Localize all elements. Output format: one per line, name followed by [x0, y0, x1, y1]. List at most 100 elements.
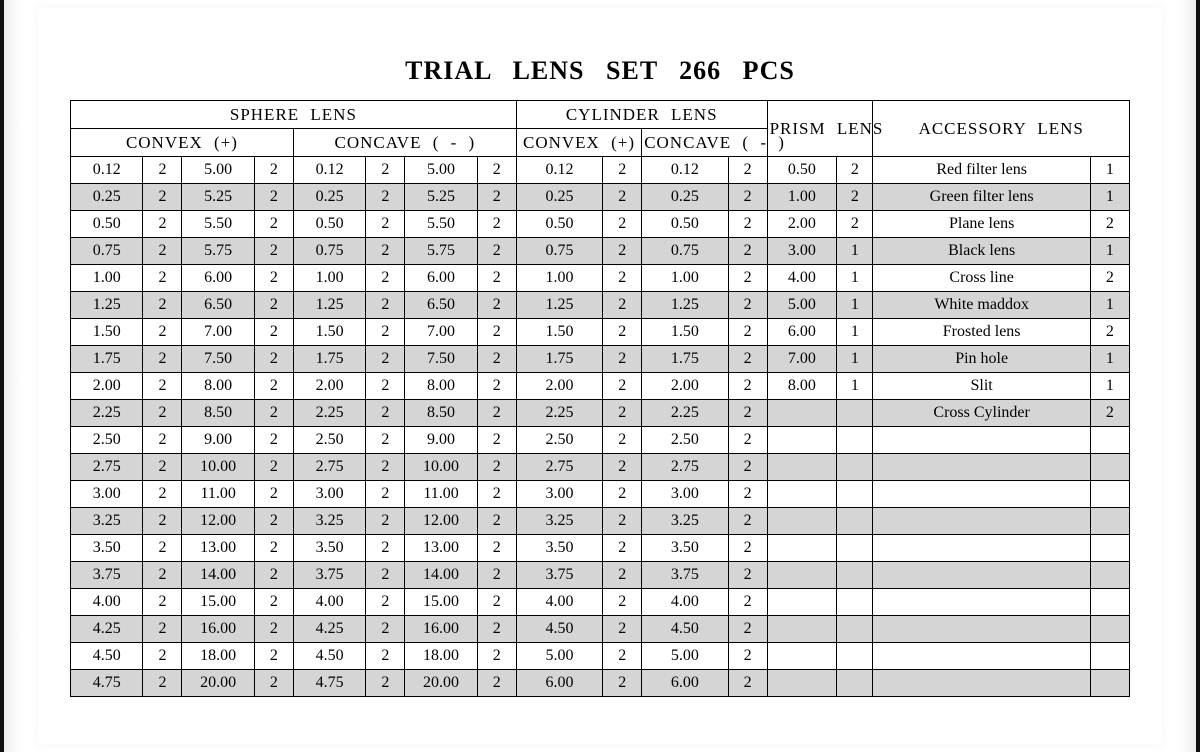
cell-ccvq: 2: [728, 643, 767, 670]
cell-sn1: 0.50: [293, 211, 365, 238]
cell-sn2: 13.00: [405, 535, 477, 562]
cell-prq: [837, 427, 873, 454]
cell-pr: [767, 454, 837, 481]
cell-prq: [837, 481, 873, 508]
cell-ccxq: 2: [603, 562, 642, 589]
cell-ccx: 1.75: [516, 346, 602, 373]
cell-pr: [767, 670, 837, 697]
cell-ccx: 3.50: [516, 535, 602, 562]
cell-ccvq: 2: [728, 454, 767, 481]
cell-ccx: 1.00: [516, 265, 602, 292]
cell-ac: Cross Cylinder: [873, 400, 1090, 427]
cell-ccv: 3.75: [642, 562, 728, 589]
cell-sn2q: 2: [477, 238, 516, 265]
cell-prq: [837, 562, 873, 589]
cell-sc1: 2.50: [71, 427, 143, 454]
cell-ac: [873, 670, 1090, 697]
cell-sc2: 5.75: [182, 238, 254, 265]
cell-acq: 1: [1090, 157, 1129, 184]
cell-sc1: 2.25: [71, 400, 143, 427]
cell-acq: [1090, 454, 1129, 481]
cell-sc2q: 2: [254, 184, 293, 211]
cell-ccxq: 2: [603, 670, 642, 697]
cell-ccx: 3.75: [516, 562, 602, 589]
cell-sn1: 2.25: [293, 400, 365, 427]
cell-ac: Cross line: [873, 265, 1090, 292]
cell-sn2q: 2: [477, 184, 516, 211]
cell-sn2q: 2: [477, 562, 516, 589]
cell-prq: 1: [837, 265, 873, 292]
cell-ccx: 2.00: [516, 373, 602, 400]
cell-ccxq: 2: [603, 211, 642, 238]
cell-sc2: 9.00: [182, 427, 254, 454]
cell-sn2: 20.00: [405, 670, 477, 697]
cell-sc1q: 2: [143, 562, 182, 589]
table-body: 0.1225.0020.1225.0020.1220.1220.502Red f…: [71, 157, 1130, 697]
cell-pr: 6.00: [767, 319, 837, 346]
cell-ccvq: 2: [728, 184, 767, 211]
cell-sc2: 5.00: [182, 157, 254, 184]
cell-pr: 8.00: [767, 373, 837, 400]
cell-ccvq: 2: [728, 400, 767, 427]
cell-ccxq: 2: [603, 454, 642, 481]
cell-ac: Slit: [873, 373, 1090, 400]
cell-sn1: 3.50: [293, 535, 365, 562]
hdr-sphere: SPHERE LENS: [71, 101, 517, 129]
cell-ccv: 1.00: [642, 265, 728, 292]
cell-sc1q: 2: [143, 238, 182, 265]
cell-prq: 2: [837, 184, 873, 211]
cell-sn2: 12.00: [405, 508, 477, 535]
cell-ccvq: 2: [728, 427, 767, 454]
cell-sn2: 16.00: [405, 616, 477, 643]
cell-ccv: 0.12: [642, 157, 728, 184]
cell-sc1q: 2: [143, 319, 182, 346]
cell-pr: 4.00: [767, 265, 837, 292]
cell-ac: [873, 535, 1090, 562]
cell-pr: [767, 400, 837, 427]
cell-ccvq: 2: [728, 535, 767, 562]
cell-sn2: 5.00: [405, 157, 477, 184]
cell-acq: [1090, 427, 1129, 454]
cell-ccvq: 2: [728, 481, 767, 508]
cell-sn1q: 2: [366, 157, 405, 184]
cell-ccxq: 2: [603, 589, 642, 616]
cell-prq: [837, 454, 873, 481]
cell-ccx: 5.00: [516, 643, 602, 670]
cell-sc1: 1.25: [71, 292, 143, 319]
cell-sn1: 1.75: [293, 346, 365, 373]
cell-ccv: 4.00: [642, 589, 728, 616]
cell-pr: [767, 616, 837, 643]
cell-pr: [767, 589, 837, 616]
cell-acq: 2: [1090, 400, 1129, 427]
cell-sn1q: 2: [366, 535, 405, 562]
cell-sn1: 4.50: [293, 643, 365, 670]
cell-ccv: 5.00: [642, 643, 728, 670]
cell-ccx: 6.00: [516, 670, 602, 697]
cell-acq: [1090, 508, 1129, 535]
cell-ccv: 3.00: [642, 481, 728, 508]
table-row: 2.2528.5022.2528.5022.2522.252Cross Cyli…: [71, 400, 1130, 427]
cell-ccx: 0.75: [516, 238, 602, 265]
cell-sn2q: 2: [477, 535, 516, 562]
cell-sc1: 1.00: [71, 265, 143, 292]
cell-sc1: 4.25: [71, 616, 143, 643]
cell-acq: [1090, 562, 1129, 589]
cell-ccxq: 2: [603, 157, 642, 184]
cell-sc2q: 2: [254, 481, 293, 508]
cell-sc1: 3.00: [71, 481, 143, 508]
cell-sc1: 3.50: [71, 535, 143, 562]
cell-sn2: 9.00: [405, 427, 477, 454]
cell-sc1q: 2: [143, 616, 182, 643]
page-title: TRIAL LENS SET 266 PCS: [38, 56, 1162, 86]
cell-sn2q: 2: [477, 427, 516, 454]
table-row: 1.0026.0021.0026.0021.0021.0024.001Cross…: [71, 265, 1130, 292]
cell-sn2q: 2: [477, 589, 516, 616]
cell-acq: 1: [1090, 373, 1129, 400]
table-row: 2.0028.0022.0028.0022.0022.0028.001Slit1: [71, 373, 1130, 400]
cell-sc1q: 2: [143, 157, 182, 184]
cell-sc1: 0.75: [71, 238, 143, 265]
cell-ccx: 2.75: [516, 454, 602, 481]
lens-table: SPHERE LENS CYLINDER LENS PRISM LENS ACC…: [70, 100, 1130, 697]
cell-sn2q: 2: [477, 157, 516, 184]
cell-ccvq: 2: [728, 265, 767, 292]
